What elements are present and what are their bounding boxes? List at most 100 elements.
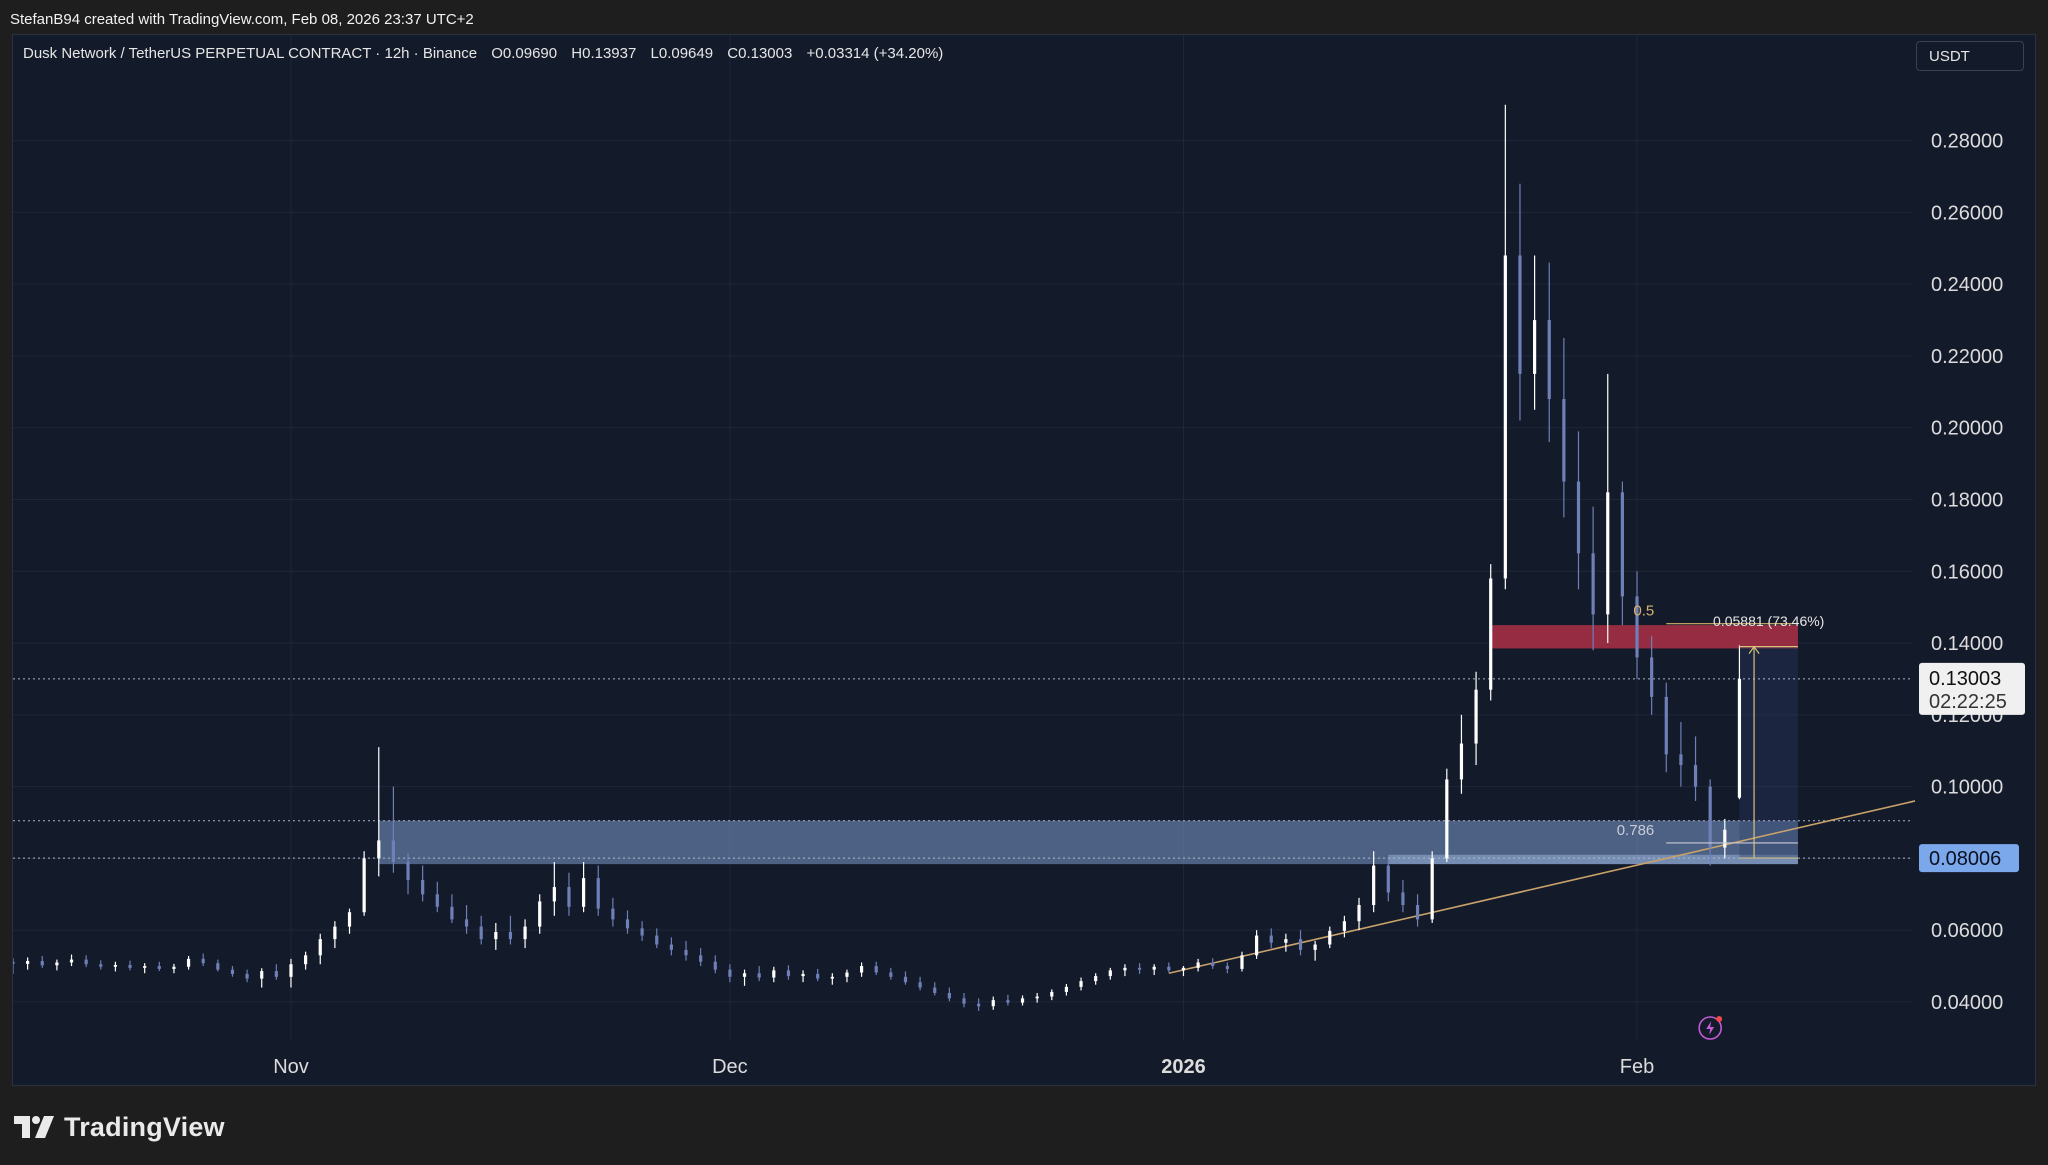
marked-level-tag-value: 0.08006 (1929, 848, 2001, 870)
candle (464, 905, 469, 934)
time-tick-label: 2026 (1161, 1056, 1206, 1078)
candle (567, 872, 571, 916)
candle (1489, 564, 1493, 701)
candle (40, 955, 44, 968)
symbol-legend[interactable]: Dusk Network / TetherUS PERPETUAL CONTRA… (23, 45, 953, 62)
candle (1547, 262, 1551, 443)
candle-body (1372, 865, 1376, 906)
candle-body (1020, 998, 1025, 1003)
candle (523, 919, 527, 949)
candle (128, 960, 132, 971)
grid-lines (13, 35, 1913, 1041)
time-tick-label: Nov (273, 1056, 309, 1078)
candle-body (143, 966, 147, 968)
candle (801, 970, 805, 983)
candle (113, 961, 118, 972)
candle-body (1328, 930, 1332, 945)
candle (1372, 851, 1376, 913)
candle (391, 786, 395, 873)
tradingview-logo[interactable]: TradingView (14, 1112, 225, 1142)
candle-body (1152, 966, 1156, 970)
candle-body (1006, 1000, 1010, 1003)
candle (991, 996, 995, 1010)
candle-body (435, 894, 439, 907)
candle-body (1386, 865, 1390, 893)
candle-body (479, 926, 483, 940)
price-tick-label: 0.14000 (1931, 633, 2003, 655)
candle-body (245, 973, 249, 979)
candle (1474, 671, 1478, 766)
candle (1284, 933, 1288, 952)
candle-body (274, 971, 278, 977)
candle (157, 961, 161, 972)
candle-body (1635, 596, 1639, 658)
candle-body (464, 919, 469, 927)
candle-body (1503, 255, 1507, 579)
candle (772, 966, 776, 983)
candle (655, 928, 659, 949)
candle-body (728, 969, 732, 977)
candle (1108, 967, 1112, 980)
candle (596, 865, 600, 916)
candle (1006, 994, 1010, 1006)
candle (216, 959, 220, 972)
candle-body (172, 966, 176, 969)
candle (1050, 989, 1054, 1001)
chart-annotations (13, 625, 1916, 975)
price-axis: 0.28000 0.26000 0.24000 0.22000 0.20000 0.180… (1931, 131, 2003, 1014)
legend-close: C0.13003 (727, 45, 793, 62)
candle (845, 969, 849, 983)
candle (143, 963, 147, 974)
candle (1079, 977, 1083, 991)
projection-box (1739, 646, 1798, 859)
marked-level-tag-box (1919, 844, 2019, 873)
candle-body (84, 959, 88, 965)
candle-body (918, 982, 922, 988)
candle (713, 955, 717, 974)
candle-body (801, 973, 805, 977)
candle-body (830, 976, 834, 979)
candle (1298, 930, 1303, 956)
candle (318, 933, 322, 965)
candle-body (611, 908, 615, 920)
candle-body (1620, 492, 1624, 597)
candle (55, 959, 59, 971)
candle (918, 976, 922, 991)
lightning-icon-dot (1716, 1016, 1723, 1022)
currency-unit-button[interactable]: USDT (1916, 41, 2024, 71)
candle (1313, 940, 1317, 961)
lightning-icon (1698, 1016, 1723, 1040)
candle (347, 908, 352, 934)
candle (406, 853, 410, 895)
legend-open: O0.09690 (491, 45, 558, 62)
candle-body (289, 964, 293, 977)
candle (1430, 851, 1434, 923)
candle-body (1123, 967, 1127, 971)
candle (830, 973, 834, 985)
candle (669, 937, 673, 956)
candle-body (1737, 678, 1742, 798)
time-tick-label: Dec (712, 1056, 748, 1078)
candle-body (1284, 939, 1288, 943)
chart-credit-line: StefanB94 created with TradingView.com, … (10, 11, 474, 28)
candle-body (1313, 944, 1317, 950)
candle (699, 948, 703, 967)
candle (1737, 645, 1742, 800)
candle-body (1196, 962, 1200, 968)
candle-body (538, 901, 542, 927)
price-tick-label: 0.22000 (1931, 346, 2003, 368)
candle-body (596, 878, 600, 909)
fib-level-label: 0.5 (1633, 603, 1654, 620)
candle (1401, 879, 1405, 913)
candle (1606, 373, 1610, 644)
chart-panel[interactable]: 0.5 0.786 0.05881 (73.46%) 0.28000 0.26000 0… (12, 34, 2036, 1086)
candle-body (1050, 991, 1054, 997)
candle-body (669, 944, 673, 950)
candle-body (1723, 829, 1727, 848)
candle (1240, 951, 1244, 972)
candle (1620, 481, 1624, 626)
candle (1020, 995, 1025, 1006)
candle (1196, 958, 1200, 972)
